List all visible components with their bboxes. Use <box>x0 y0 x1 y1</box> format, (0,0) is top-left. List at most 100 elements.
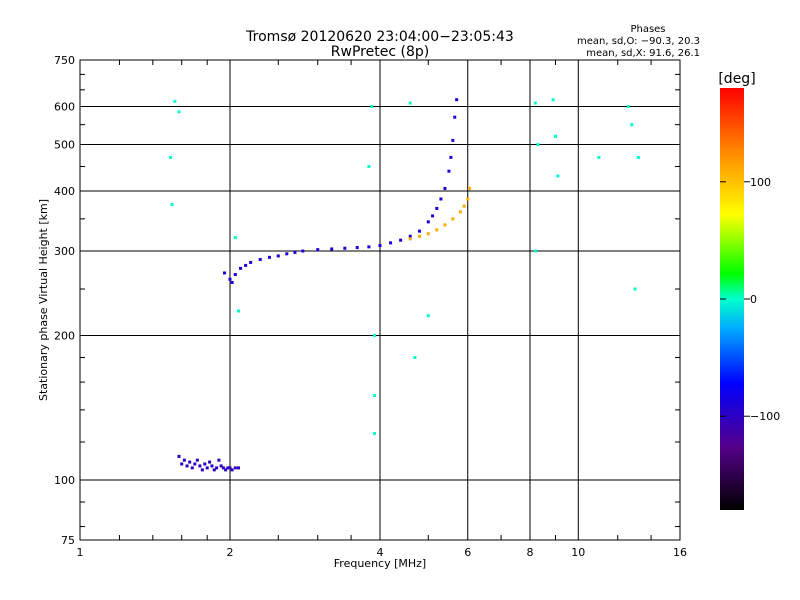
axis-ticks <box>80 60 680 540</box>
data-point <box>188 460 192 464</box>
data-point <box>556 174 560 178</box>
data-point <box>468 186 472 190</box>
data-point <box>193 462 197 466</box>
data-point <box>330 247 334 251</box>
data-point <box>533 101 537 105</box>
colorbar-tick-label: 0 <box>750 293 757 306</box>
data-point <box>435 206 439 210</box>
y-tick-label: 75 <box>61 534 75 547</box>
data-point <box>180 462 184 466</box>
phases-o-stats: mean, sd,O: −90.3, 20.3 <box>577 36 700 47</box>
data-point <box>533 249 537 253</box>
colorbar-tick-label: −100 <box>750 410 780 423</box>
data-point <box>408 101 412 105</box>
y-tick-label: 200 <box>54 330 75 343</box>
data-point <box>198 464 202 468</box>
data-point <box>228 466 232 470</box>
data-point <box>185 464 189 468</box>
data-point <box>373 432 377 436</box>
data-point <box>453 115 457 119</box>
data-point <box>355 246 359 250</box>
data-point <box>389 241 393 245</box>
data-point <box>212 468 216 472</box>
data-point <box>343 246 347 250</box>
data-point <box>417 234 421 238</box>
data-point <box>413 355 417 359</box>
data-point <box>233 273 237 277</box>
data-point <box>177 110 181 114</box>
x-tick-label: 8 <box>527 546 534 559</box>
x-tick-label: 2 <box>227 546 234 559</box>
data-point <box>267 255 271 259</box>
phases-heading: Phases <box>630 24 665 35</box>
data-point <box>399 238 403 242</box>
data-point <box>244 263 248 267</box>
x-tick-labels: 1 2 4 6 8 10 16 <box>77 546 688 559</box>
data-point <box>367 164 371 168</box>
data-point <box>224 468 228 472</box>
x-tick-label: 16 <box>673 546 687 559</box>
data-point <box>370 105 374 109</box>
data-point <box>462 204 466 208</box>
data-point <box>439 197 443 201</box>
x-tick-label: 10 <box>571 546 585 559</box>
data-point <box>431 214 435 218</box>
data-point <box>205 466 209 470</box>
data-point <box>233 466 237 470</box>
x-tick-label: 1 <box>77 546 84 559</box>
data-point <box>426 220 430 224</box>
x-axis-label: Frequency [MHz] <box>334 557 426 570</box>
chart-subtitle: RwPretec (8p) <box>331 44 429 60</box>
data-point <box>293 250 297 254</box>
data-point <box>408 234 412 238</box>
data-point <box>408 237 412 241</box>
y-axis-label: Stationary phase Virtual Height [km] <box>37 199 50 401</box>
y-tick-label: 750 <box>54 54 75 67</box>
data-point <box>208 460 212 464</box>
data-point <box>200 468 204 472</box>
data-point <box>236 466 240 470</box>
data-point <box>173 99 177 103</box>
data-point <box>301 249 305 253</box>
data-point <box>195 458 199 462</box>
data-point <box>597 155 601 159</box>
grid-lines <box>80 60 680 540</box>
x-tick-label: 4 <box>377 546 384 559</box>
data-point <box>226 466 230 470</box>
colorbar-tick-label: 100 <box>750 176 771 189</box>
data-point <box>182 458 186 462</box>
data-point <box>233 236 237 240</box>
data-point <box>451 217 455 221</box>
data-point <box>378 244 382 248</box>
data-point <box>633 287 637 291</box>
data-point <box>276 254 280 258</box>
data-point <box>210 464 214 468</box>
colorbar-label: [deg] <box>718 71 755 87</box>
data-point <box>426 314 430 318</box>
x-tick-label: 6 <box>464 546 471 559</box>
y-tick-label: 400 <box>54 185 75 198</box>
data-point <box>553 134 557 138</box>
data-point <box>451 138 455 142</box>
data-point <box>367 245 371 249</box>
y-tick-labels: 75 100 200 300 400 500 600 750 <box>54 54 75 547</box>
data-point <box>236 309 240 313</box>
phases-x-stats: mean, sd,X: 91.6, 26.1 <box>586 48 700 59</box>
data-point <box>636 155 640 159</box>
y-tick-label: 300 <box>54 245 75 258</box>
data-point <box>417 229 421 233</box>
data-point <box>221 466 225 470</box>
data-point <box>626 105 630 109</box>
colorbar-ticks: 100 0 −100 <box>720 176 780 423</box>
data-point <box>443 186 447 190</box>
plot-frame <box>79 59 681 541</box>
data-point <box>551 98 555 102</box>
data-point <box>285 252 289 256</box>
data-point <box>230 280 234 284</box>
data-point <box>228 277 232 281</box>
data-point <box>447 169 451 173</box>
data-point <box>426 232 430 236</box>
chart-title: Tromsø 20120620 23:04:00−23:05:43 <box>245 29 514 45</box>
